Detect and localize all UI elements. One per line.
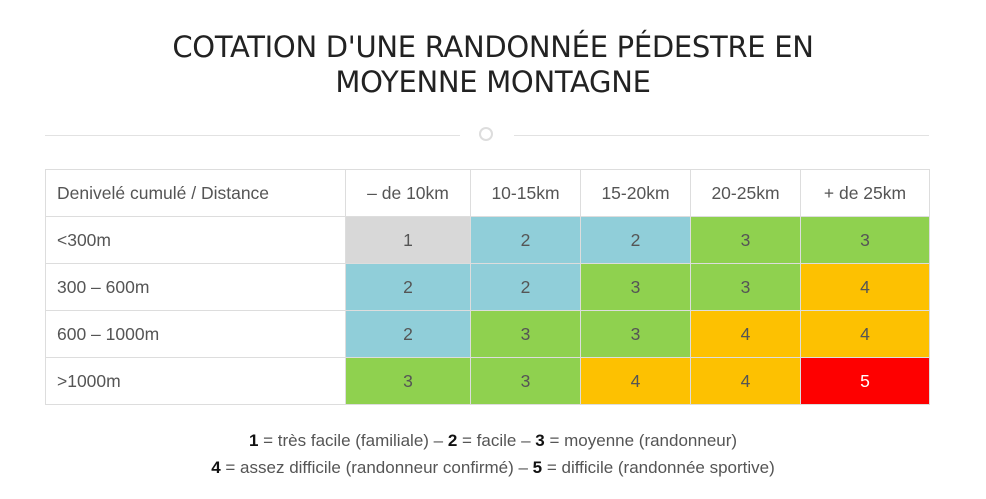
rating-cell: 3 xyxy=(470,310,581,358)
rating-cell: 2 xyxy=(345,310,471,358)
rating-cell: 3 xyxy=(345,357,471,405)
legend-number: 4 xyxy=(211,458,221,477)
column-header: 15-20km xyxy=(580,169,691,217)
row-label: 600 – 1000m xyxy=(45,310,346,358)
table-header-row: Denivelé cumulé / Distance – de 10km 10-… xyxy=(45,169,930,217)
rating-cell: 2 xyxy=(470,216,581,264)
table-row: <300m 1 2 2 3 3 xyxy=(45,216,930,264)
rating-cell: 3 xyxy=(580,263,691,311)
rating-cell: 5 xyxy=(800,357,930,405)
rating-cell: 3 xyxy=(690,216,801,264)
legend-text: = très facile (familiale) – xyxy=(258,431,448,450)
rating-cell: 4 xyxy=(800,310,930,358)
rating-cell: 3 xyxy=(690,263,801,311)
rating-cell: 3 xyxy=(580,310,691,358)
title-line-1: COTATION D'UNE RANDONNÉE PÉDESTRE EN xyxy=(172,30,814,64)
row-label: 300 – 600m xyxy=(45,263,346,311)
legend-number: 3 xyxy=(535,431,545,450)
table-corner-header: Denivelé cumulé / Distance xyxy=(45,169,346,217)
column-header: + de 25km xyxy=(800,169,930,217)
divider-left xyxy=(45,135,460,136)
table-row: 600 – 1000m 2 3 3 4 4 xyxy=(45,310,930,358)
rating-table: Denivelé cumulé / Distance – de 10km 10-… xyxy=(45,169,930,405)
rating-cell: 3 xyxy=(800,216,930,264)
legend-line-1: 1 = très facile (familiale) – 2 = facile… xyxy=(0,431,986,451)
rating-cell: 2 xyxy=(345,263,471,311)
page-title: COTATION D'UNE RANDONNÉE PÉDESTRE EN MOY… xyxy=(0,30,986,100)
table-row: >1000m 3 3 4 4 5 xyxy=(45,357,930,405)
row-label: >1000m xyxy=(45,357,346,405)
rating-cell: 2 xyxy=(580,216,691,264)
divider-circle-icon xyxy=(479,127,493,141)
rating-cell: 4 xyxy=(580,357,691,405)
legend-number: 1 xyxy=(248,431,259,450)
rating-cell: 4 xyxy=(690,357,801,405)
rating-cell: 2 xyxy=(470,263,581,311)
column-header: 10-15km xyxy=(470,169,581,217)
legend-text: = facile – xyxy=(457,431,536,450)
title-line-2: MOYENNE MONTAGNE xyxy=(335,65,651,99)
legend-number: 5 xyxy=(532,458,543,477)
rating-cell: 3 xyxy=(470,357,581,405)
legend-text: = moyenne (randonneur) xyxy=(544,431,738,450)
rating-cell: 1 xyxy=(345,216,471,264)
rating-cell: 4 xyxy=(690,310,801,358)
column-header: – de 10km xyxy=(345,169,471,217)
rating-cell: 4 xyxy=(800,263,930,311)
legend-text: = difficile (randonnée sportive) xyxy=(542,458,775,477)
legend-text: = assez difficile (randonneur confirmé) … xyxy=(220,458,533,477)
column-header: 20-25km xyxy=(690,169,801,217)
row-label: <300m xyxy=(45,216,346,264)
legend-number: 2 xyxy=(447,431,458,450)
legend-line-2: 4 = assez difficile (randonneur confirmé… xyxy=(0,458,986,478)
table-row: 300 – 600m 2 2 3 3 4 xyxy=(45,263,930,311)
divider-right xyxy=(514,135,929,136)
